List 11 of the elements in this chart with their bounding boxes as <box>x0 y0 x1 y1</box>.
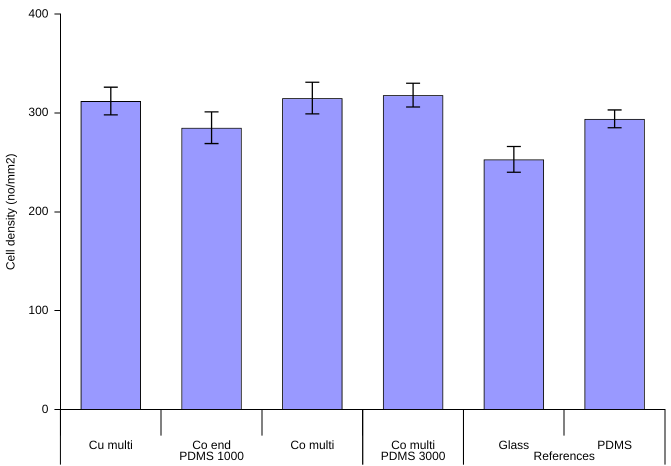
y-tick-label: 400 <box>28 6 49 20</box>
x-tick-label: Glass <box>498 438 530 452</box>
x-tick-label: Cu multi <box>88 438 133 452</box>
text: References <box>534 448 595 463</box>
x-tick-label: PDMS <box>597 438 632 452</box>
y-tick-label: 100 <box>28 303 49 318</box>
y-tick-label: 0 <box>42 402 49 416</box>
x-tick-label: Co multi <box>290 438 334 452</box>
y-axis-title: Cell density (no/mm2) <box>4 153 18 270</box>
y-tick-label: 300 <box>28 105 49 120</box>
y-tick-label: 200 <box>28 204 49 218</box>
